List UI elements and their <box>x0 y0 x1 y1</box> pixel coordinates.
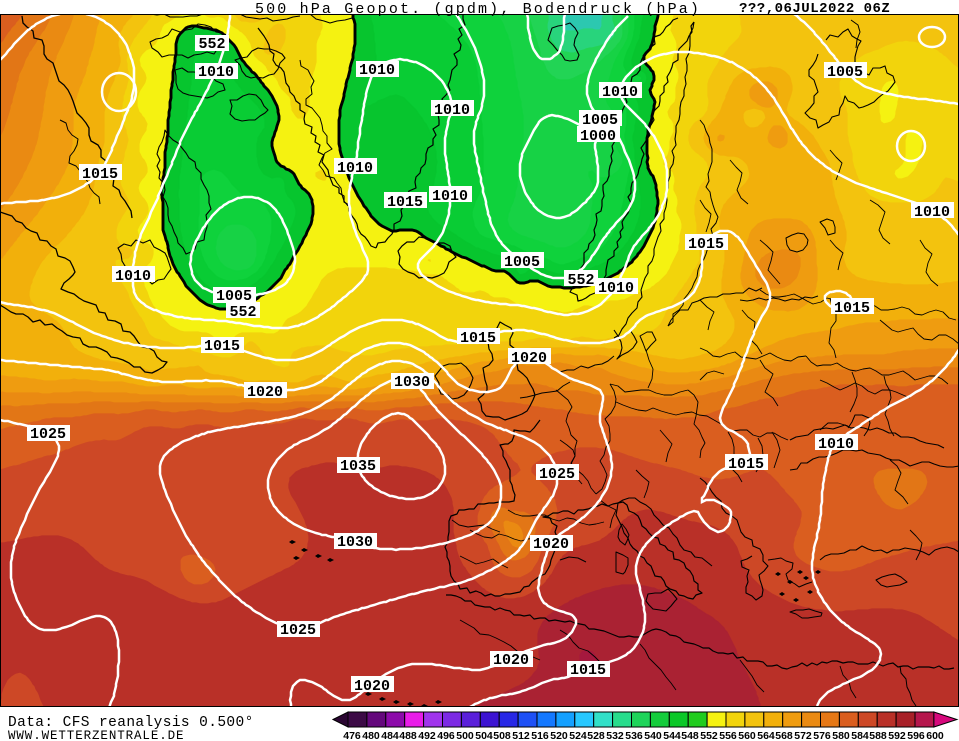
svg-text:1020: 1020 <box>354 678 390 695</box>
svg-text:568: 568 <box>775 730 793 741</box>
svg-text:596: 596 <box>907 730 925 741</box>
svg-text:1020: 1020 <box>493 652 529 669</box>
svg-text:1020: 1020 <box>511 350 547 367</box>
svg-text:1015: 1015 <box>204 338 240 355</box>
svg-text:1010: 1010 <box>602 84 638 101</box>
svg-text:556: 556 <box>719 730 737 741</box>
svg-text:1025: 1025 <box>30 426 66 443</box>
svg-text:1005: 1005 <box>827 64 863 81</box>
svg-text:512: 512 <box>512 730 530 741</box>
svg-text:504: 504 <box>475 730 493 741</box>
svg-text:Data: CFS reanalysis 0.500°: Data: CFS reanalysis 0.500° <box>8 715 254 731</box>
svg-text:1015: 1015 <box>834 300 870 317</box>
svg-text:1015: 1015 <box>387 194 423 211</box>
svg-text:592: 592 <box>888 730 906 741</box>
svg-text:508: 508 <box>493 730 511 741</box>
svg-text:1020: 1020 <box>533 536 569 553</box>
svg-text:520: 520 <box>550 730 568 741</box>
svg-text:552: 552 <box>198 36 225 53</box>
svg-text:524: 524 <box>569 730 587 741</box>
svg-text:1010: 1010 <box>359 62 395 79</box>
svg-text:564: 564 <box>757 730 775 741</box>
svg-text:1010: 1010 <box>434 102 470 119</box>
svg-text:1010: 1010 <box>198 64 234 81</box>
svg-text:1010: 1010 <box>432 188 468 205</box>
svg-text:536: 536 <box>625 730 643 741</box>
svg-text:1025: 1025 <box>539 466 575 483</box>
svg-text:1005: 1005 <box>582 112 618 129</box>
svg-text:560: 560 <box>738 730 756 741</box>
svg-text:1020: 1020 <box>247 384 283 401</box>
svg-text:1030: 1030 <box>394 374 430 391</box>
svg-text:1010: 1010 <box>115 268 151 285</box>
svg-text:1015: 1015 <box>82 166 118 183</box>
svg-text:492: 492 <box>418 730 436 741</box>
svg-text:552: 552 <box>700 730 718 741</box>
svg-text:496: 496 <box>437 730 455 741</box>
svg-text:500 hPa Geopot. (gpdm), Bodend: 500 hPa Geopot. (gpdm), Bodendruck (hPa) <box>255 1 701 18</box>
svg-text:1035: 1035 <box>340 458 376 475</box>
svg-text:552: 552 <box>229 304 256 321</box>
svg-text:1005: 1005 <box>216 288 252 305</box>
svg-text:WWW.WETTERZENTRALE.DE: WWW.WETTERZENTRALE.DE <box>8 729 184 741</box>
svg-text:544: 544 <box>663 730 681 741</box>
svg-text:584: 584 <box>851 730 869 741</box>
svg-text:532: 532 <box>606 730 624 741</box>
svg-text:576: 576 <box>813 730 831 741</box>
svg-text:484: 484 <box>381 730 399 741</box>
svg-text:???,06JUL2022 06Z: ???,06JUL2022 06Z <box>739 1 890 17</box>
svg-text:1015: 1015 <box>460 330 496 347</box>
svg-text:1030: 1030 <box>337 534 373 551</box>
svg-text:1000: 1000 <box>580 128 616 145</box>
svg-text:1005: 1005 <box>504 254 540 271</box>
svg-text:1015: 1015 <box>688 236 724 253</box>
svg-text:500: 500 <box>456 730 474 741</box>
svg-text:600: 600 <box>926 730 944 741</box>
svg-text:1015: 1015 <box>570 662 606 679</box>
svg-text:1015: 1015 <box>728 456 764 473</box>
svg-text:540: 540 <box>644 730 662 741</box>
svg-text:480: 480 <box>362 730 380 741</box>
svg-text:528: 528 <box>587 730 605 741</box>
svg-text:1010: 1010 <box>337 160 373 177</box>
svg-text:1010: 1010 <box>914 204 950 221</box>
svg-text:1025: 1025 <box>280 622 316 639</box>
svg-text:552: 552 <box>567 272 594 289</box>
svg-text:548: 548 <box>681 730 699 741</box>
svg-text:572: 572 <box>794 730 812 741</box>
svg-text:1010: 1010 <box>598 280 634 297</box>
svg-text:588: 588 <box>869 730 887 741</box>
svg-text:476: 476 <box>343 730 361 741</box>
svg-text:488: 488 <box>399 730 417 741</box>
svg-text:516: 516 <box>531 730 549 741</box>
svg-text:580: 580 <box>832 730 850 741</box>
svg-text:1010: 1010 <box>818 436 854 453</box>
